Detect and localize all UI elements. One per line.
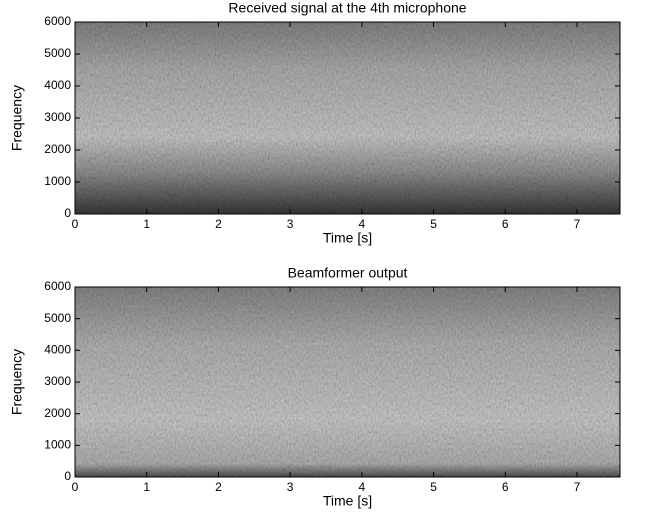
spectrogram-image bbox=[75, 287, 620, 477]
chart-title: Beamformer output bbox=[288, 265, 408, 281]
y-tick-label: 0 bbox=[64, 469, 71, 483]
y-tick-label: 1000 bbox=[44, 174, 71, 188]
x-tick-label: 7 bbox=[574, 480, 581, 494]
x-tick-label: 5 bbox=[430, 480, 437, 494]
x-tick-label: 1 bbox=[143, 480, 150, 494]
y-tick-label: 3000 bbox=[44, 110, 71, 124]
spectrogram-image bbox=[75, 22, 620, 214]
x-tick-label: 4 bbox=[358, 480, 365, 494]
x-tick-label: 1 bbox=[143, 217, 150, 231]
y-tick-label: 2000 bbox=[44, 142, 71, 156]
x-tick-label: 2 bbox=[215, 480, 222, 494]
x-axis-label: Time [s] bbox=[323, 230, 372, 246]
spectrogram-texture bbox=[75, 287, 620, 477]
y-tick-label: 5000 bbox=[44, 311, 71, 325]
x-tick-label: 5 bbox=[430, 217, 437, 231]
x-tick-label: 3 bbox=[287, 217, 294, 231]
y-axis-label: Frequency bbox=[9, 85, 25, 151]
y-tick-label: 1000 bbox=[44, 438, 71, 452]
y-tick-label: 3000 bbox=[44, 374, 71, 388]
x-tick-label: 0 bbox=[72, 480, 79, 494]
x-tick-label: 4 bbox=[358, 217, 365, 231]
y-tick-label: 6000 bbox=[44, 279, 71, 293]
x-tick-label: 6 bbox=[502, 217, 509, 231]
y-tick-label: 5000 bbox=[44, 46, 71, 60]
chart-title: Received signal at the 4th microphone bbox=[228, 0, 466, 16]
y-tick-label: 6000 bbox=[44, 14, 71, 28]
x-tick-label: 7 bbox=[574, 217, 581, 231]
x-tick-label: 6 bbox=[502, 480, 509, 494]
y-tick-label: 4000 bbox=[44, 343, 71, 357]
y-tick-label: 4000 bbox=[44, 78, 71, 92]
x-axis-label: Time [s] bbox=[323, 493, 372, 509]
x-tick-label: 0 bbox=[72, 217, 79, 231]
y-tick-label: 0 bbox=[64, 206, 71, 220]
x-tick-label: 3 bbox=[287, 480, 294, 494]
y-tick-label: 2000 bbox=[44, 406, 71, 420]
y-axis-label: Frequency bbox=[9, 349, 25, 415]
spectrogram-texture bbox=[75, 22, 620, 214]
x-tick-label: 2 bbox=[215, 217, 222, 231]
